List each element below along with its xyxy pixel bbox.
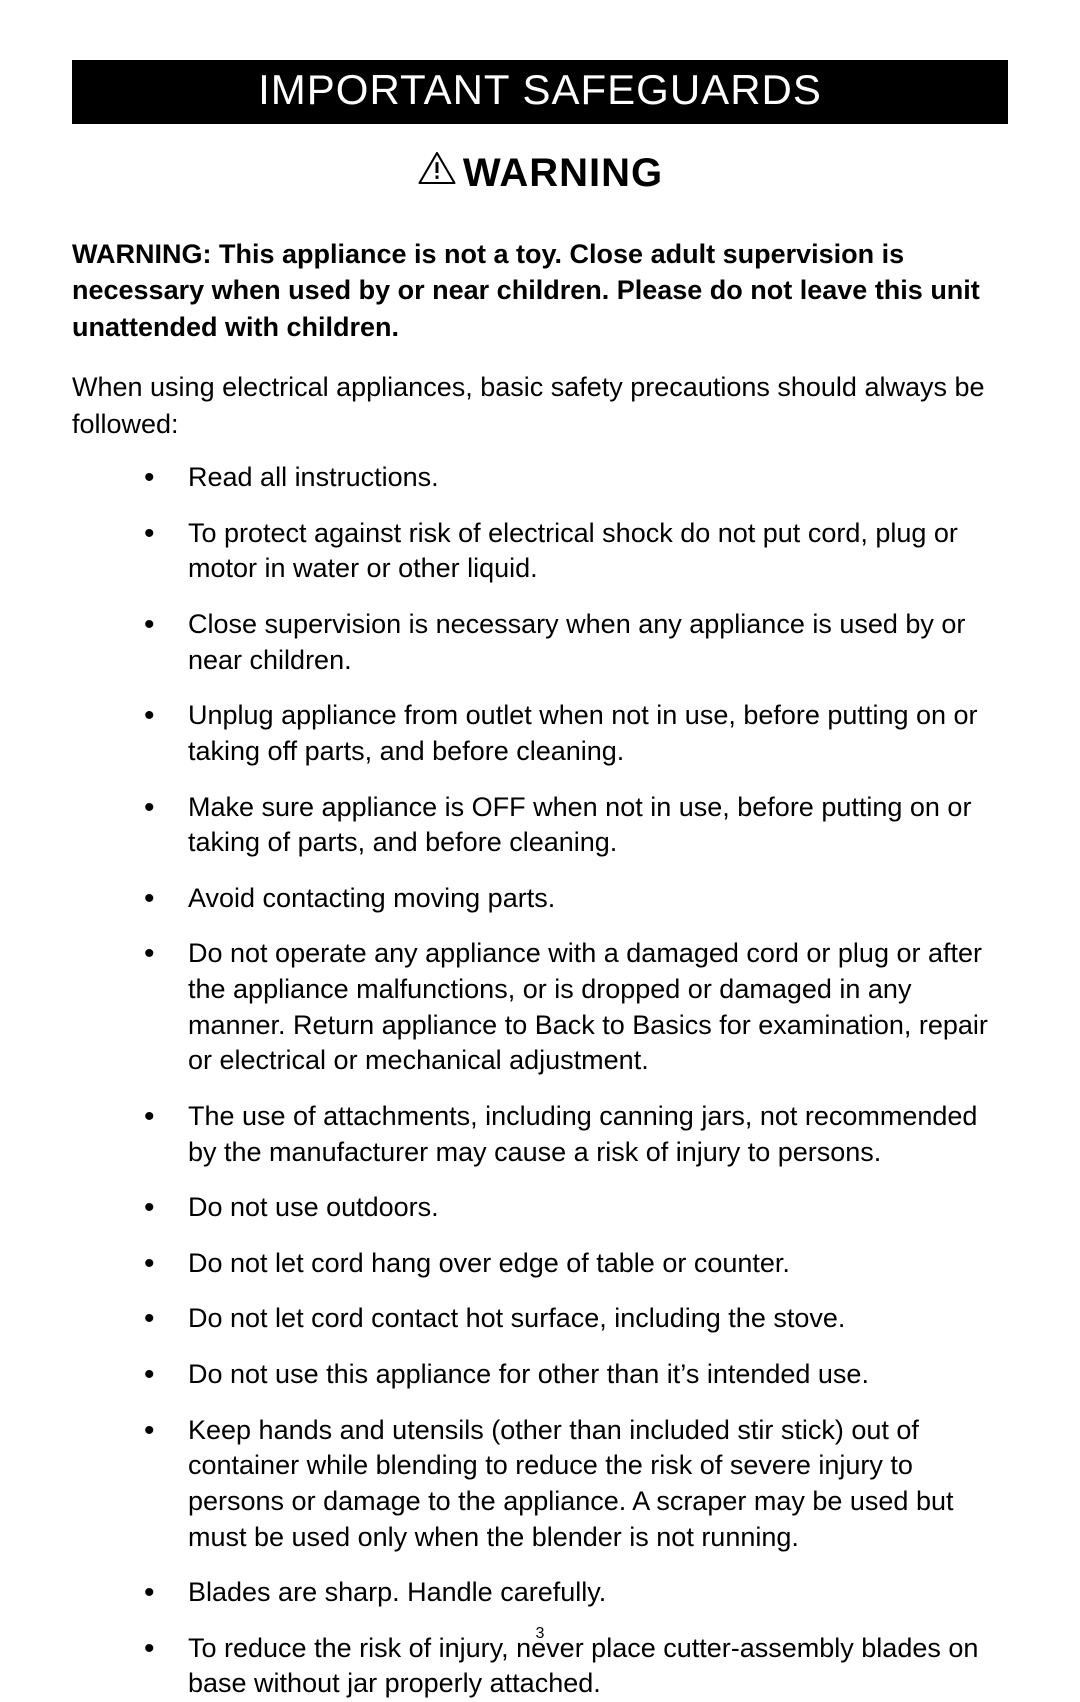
safeguards-list: Read all instructions. To protect agains…	[72, 460, 1008, 1702]
warning-triangle-icon	[417, 150, 457, 196]
list-item: Do not let cord contact hot surface, inc…	[144, 1301, 1008, 1337]
list-item: Do not use this appliance for other than…	[144, 1357, 1008, 1393]
list-item: Read all instructions.	[144, 460, 1008, 496]
list-item: Do not let cord hang over edge of table …	[144, 1246, 1008, 1282]
list-item: Keep hands and utensils (other than incl…	[144, 1413, 1008, 1556]
list-item: Unplug appliance from outlet when not in…	[144, 698, 1008, 769]
page-number: 3	[0, 1625, 1080, 1643]
list-item: Make sure appliance is OFF when not in u…	[144, 790, 1008, 861]
list-item: Do not use outdoors.	[144, 1190, 1008, 1226]
list-item: Avoid contacting moving parts.	[144, 881, 1008, 917]
warning-heading-text: WARNING	[463, 151, 663, 196]
safeguards-banner: IMPORTANT SAFEGUARDS	[72, 60, 1008, 124]
list-item: The use of attachments, including cannin…	[144, 1099, 1008, 1170]
warning-bold-paragraph: WARNING: This appliance is not a toy. Cl…	[72, 236, 1008, 345]
list-item: To protect against risk of electrical sh…	[144, 516, 1008, 587]
intro-paragraph: When using electrical appliances, basic …	[72, 369, 1008, 442]
warning-heading: WARNING	[72, 150, 1008, 196]
list-item: Do not operate any appliance with a dama…	[144, 936, 1008, 1079]
list-item: Blades are sharp. Handle carefully.	[144, 1575, 1008, 1611]
list-item: Close supervision is necessary when any …	[144, 607, 1008, 678]
